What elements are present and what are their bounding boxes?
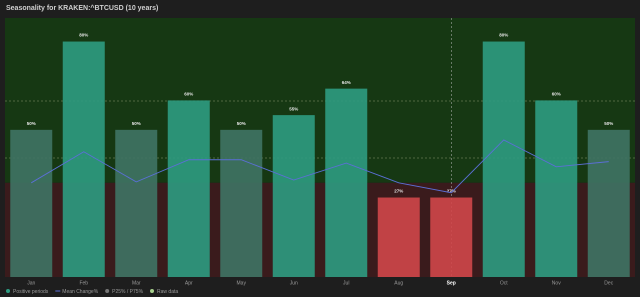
x-tick-label: Sep (447, 280, 456, 286)
value-label: 80% (79, 33, 88, 38)
value-label: 60% (184, 92, 193, 97)
bar (377, 197, 420, 277)
legend-label: Positive periods (13, 289, 49, 295)
chart-title: Seasonality for KRAKEN:^BTCUSD (10 years… (6, 4, 158, 12)
value-label: 50% (27, 121, 36, 126)
value-label: 27% (394, 189, 403, 194)
negative-zone (5, 182, 635, 277)
legend-label: P25% / P75% (112, 289, 143, 295)
value-label: 55% (289, 106, 298, 111)
legend-swatch (105, 289, 110, 293)
x-tick-label: Jan (27, 280, 35, 286)
bar (325, 88, 368, 278)
bar (482, 41, 525, 277)
x-tick-label: Apr (185, 280, 193, 286)
x-tick-label: Aug (394, 280, 403, 286)
x-tick-label: May (237, 280, 247, 286)
x-tick-label: Nov (552, 280, 561, 286)
bar (115, 129, 158, 277)
x-tick-label: Jun (290, 280, 298, 286)
value-label: 80% (499, 33, 508, 38)
bar (587, 129, 630, 277)
value-label: 50% (237, 121, 246, 126)
bar (272, 115, 315, 277)
bar (167, 100, 210, 277)
x-tick-label: Feb (79, 280, 88, 286)
value-label: 64% (342, 80, 351, 85)
value-label: 27% (447, 189, 456, 194)
x-tick-label: Mar (132, 280, 141, 286)
x-tick-label: Oct (500, 280, 508, 286)
bar (10, 129, 53, 277)
bar (220, 129, 263, 277)
bar (62, 41, 105, 277)
x-tick-label: Jul (343, 280, 349, 286)
legend-label: Mean Change% (62, 289, 98, 295)
bar (430, 197, 473, 277)
legend-swatch (6, 289, 10, 293)
bar (535, 100, 578, 277)
mean-change-line (31, 139, 609, 194)
legend-label: Raw data (157, 289, 178, 295)
value-label: 50% (604, 121, 613, 126)
value-label: 60% (552, 92, 561, 97)
x-tick-label: Dec (604, 280, 613, 286)
value-label: 50% (132, 121, 141, 126)
positive-zone (5, 18, 635, 183)
legend-swatch (150, 289, 155, 293)
